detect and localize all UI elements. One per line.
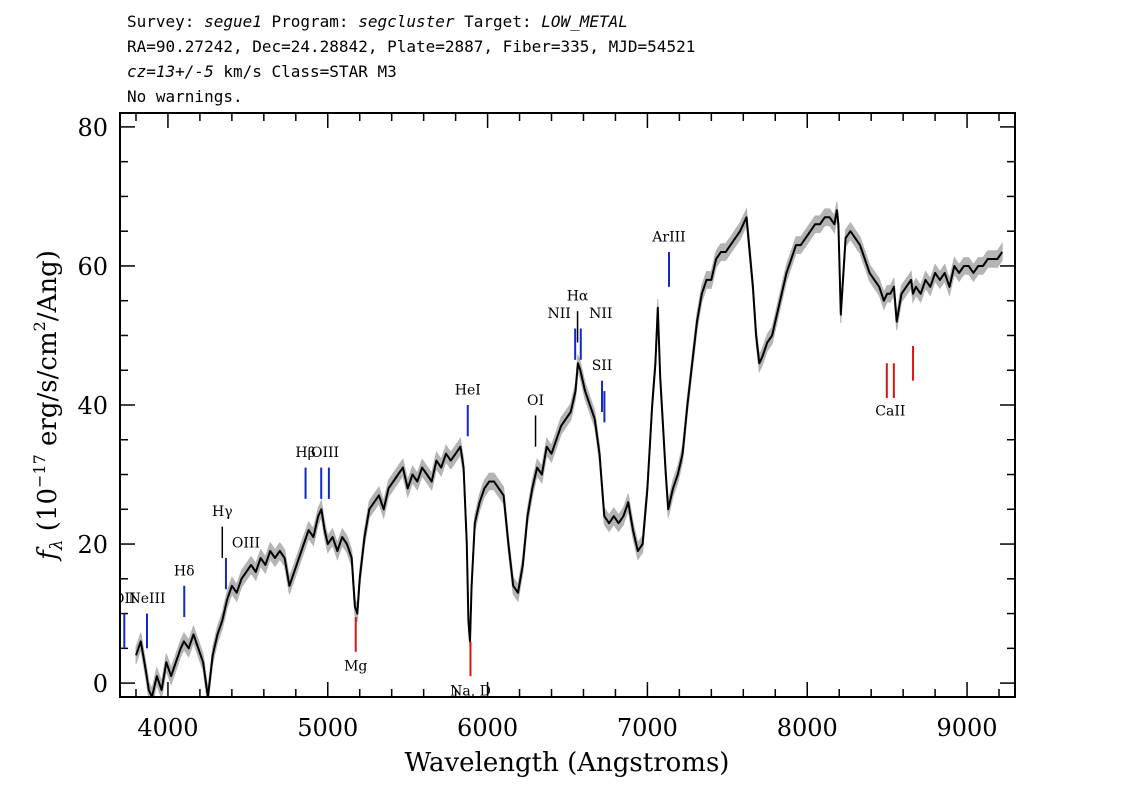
line-label: Hγ bbox=[212, 504, 233, 520]
x-axis-label: Wavelength (Angstroms) bbox=[405, 748, 730, 778]
y-tick-label: 60 bbox=[77, 253, 108, 281]
y-tick-label: 40 bbox=[77, 392, 108, 420]
line-label: HeI bbox=[455, 383, 481, 399]
line-label: OII bbox=[113, 591, 136, 607]
target-value: LOW_METAL bbox=[541, 12, 628, 31]
line-label: OI bbox=[527, 393, 544, 409]
spectrum-line bbox=[135, 209, 1004, 697]
y-tick-label: 0 bbox=[93, 670, 108, 698]
line-label: Na, D bbox=[450, 684, 491, 700]
line-label: OIII bbox=[311, 445, 339, 461]
line-label: Hβ bbox=[295, 445, 315, 461]
line-label: ArIII bbox=[651, 230, 685, 246]
header-line-3: cz=13+/-5 km/s Class=STAR M3 bbox=[127, 62, 397, 81]
header-line-1: Survey: segue1 Program: segcluster Targe… bbox=[127, 12, 628, 31]
x-tick-label: 6000 bbox=[457, 714, 518, 742]
header-line-4: No warnings. bbox=[127, 87, 243, 106]
x-tick-label: 8000 bbox=[777, 714, 838, 742]
y-tick-label: 20 bbox=[77, 531, 108, 559]
y-axis-label: fλ (10−17 erg/s/cm2/Ang) bbox=[30, 250, 67, 562]
x-tick-label: 7000 bbox=[617, 714, 678, 742]
x-tick-label: 5000 bbox=[297, 714, 358, 742]
x-tick-label: 9000 bbox=[937, 714, 998, 742]
y-tick-label: 80 bbox=[77, 114, 108, 142]
line-label: NeIII bbox=[128, 591, 165, 607]
spectrum-layer: OII bbox=[113, 209, 1004, 697]
redshift-value: cz=13+/-5 bbox=[127, 62, 214, 81]
program-label: Program: bbox=[261, 12, 359, 31]
header-line-2: RA=90.27242, Dec=24.28842, Plate=2887, F… bbox=[127, 37, 696, 56]
class-value: km/s Class=STAR M3 bbox=[213, 62, 397, 81]
survey-value: segue1 bbox=[204, 12, 262, 31]
line-label: Hα bbox=[567, 289, 589, 305]
line-label: Hδ bbox=[174, 563, 195, 579]
line-label: Mg bbox=[344, 659, 367, 675]
line-label: NII bbox=[589, 306, 612, 322]
target-label: Target: bbox=[454, 12, 542, 31]
axes-layer: 4000 5000 6000 7000 8000 9000 0 20 40 60 80 bbox=[77, 112, 1016, 742]
line-label: CaII bbox=[875, 403, 905, 419]
program-value: segcluster bbox=[358, 12, 455, 31]
line-label: SII bbox=[592, 358, 613, 374]
line-label: NII bbox=[548, 306, 571, 322]
survey-label: Survey: bbox=[127, 12, 205, 31]
x-tick-label: 4000 bbox=[137, 714, 198, 742]
line-label: OIII bbox=[232, 536, 260, 552]
